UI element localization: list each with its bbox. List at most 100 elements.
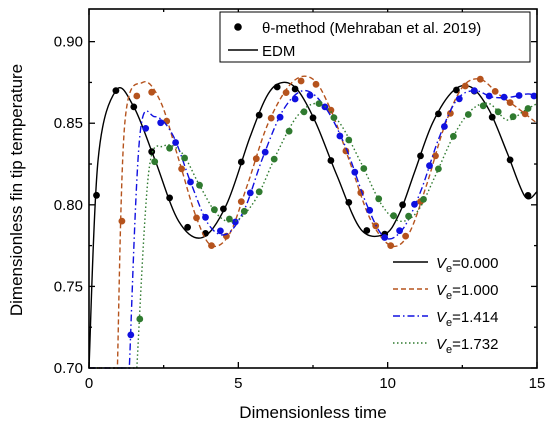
series-1-point <box>267 114 275 122</box>
series-1-point <box>252 155 260 163</box>
series-0-point <box>363 227 371 234</box>
series-3-point <box>509 113 517 121</box>
x-tick-label: 0 <box>85 375 93 392</box>
series-2-point <box>276 113 284 121</box>
series-2-point <box>515 92 523 99</box>
series-3-point <box>479 102 487 110</box>
legend-label-2: Ve=1.414 <box>436 309 498 329</box>
series-0-point <box>327 157 335 164</box>
series-2-point <box>306 91 314 99</box>
series-1-point <box>178 165 186 173</box>
y-tick-label: 0.90 <box>54 34 83 51</box>
series-2-point <box>351 168 359 176</box>
series-0-point <box>435 110 442 118</box>
series-3-point <box>226 215 233 223</box>
series-1-point <box>297 77 305 85</box>
series-2-point <box>530 92 538 100</box>
series-0-point <box>506 156 514 164</box>
series-1-point <box>387 242 395 250</box>
series-2-point <box>157 119 165 127</box>
y-tick-label: 0.70 <box>54 360 83 377</box>
series-3-point <box>240 207 248 215</box>
series-3-point <box>494 108 502 116</box>
series-3-point <box>405 212 412 220</box>
series-0-point <box>309 114 317 122</box>
series-1-point <box>491 88 499 95</box>
legend-label-3: Ve=1.732 <box>436 336 498 356</box>
series-line-2 <box>89 89 538 369</box>
series-3-point <box>196 181 203 189</box>
series-1-point <box>521 110 529 118</box>
series-3-point <box>211 206 218 214</box>
series-1-point <box>432 152 439 160</box>
x-axis-label: Dimensionless time <box>239 403 386 422</box>
series-2-point <box>470 87 478 94</box>
legend-label-0: Ve=0.000 <box>436 255 498 275</box>
series-2-point <box>187 178 194 186</box>
series-0-point <box>166 194 174 202</box>
series-2-point <box>217 227 224 235</box>
series-1-point <box>402 232 409 240</box>
series-0-point <box>399 201 406 209</box>
series-2-point <box>127 331 135 339</box>
series-3-point <box>450 132 457 140</box>
legend-marker-dot <box>234 23 242 31</box>
legend-top: θ-method (Mehraban et al. 2019) EDM <box>219 11 531 63</box>
legend-entry-edm: EDM <box>262 43 295 60</box>
series-1-point <box>118 217 126 225</box>
series-3-point <box>390 212 397 220</box>
series-0-point <box>184 223 192 231</box>
series-0-point <box>237 158 245 166</box>
series-0-point <box>112 87 120 94</box>
series-2-point <box>261 148 269 156</box>
series-2-point <box>396 227 403 235</box>
x-tick-label: 10 <box>379 375 396 392</box>
series-1-point <box>237 198 245 206</box>
series-3-point <box>285 127 293 135</box>
series-2-point <box>231 218 239 226</box>
series-3-point <box>464 111 472 118</box>
series-2-point <box>441 123 448 130</box>
series-1-point <box>148 88 156 96</box>
series-2-point <box>500 93 508 101</box>
series-3-point <box>315 100 323 107</box>
series-1-point <box>282 89 290 96</box>
series-1-point <box>461 82 469 90</box>
series-1-point <box>163 117 171 125</box>
series-0-point <box>488 113 496 121</box>
series-1-point <box>476 75 484 83</box>
series-2-point <box>142 124 150 132</box>
series-0-point <box>130 103 138 111</box>
series-2-point <box>291 95 299 103</box>
series-0-point <box>93 191 100 199</box>
series-1-point <box>133 92 141 100</box>
series-0-point <box>417 152 424 160</box>
x-tick-label: 15 <box>529 375 546 392</box>
y-axis-label: Dimensionless fin tip temperature <box>7 64 26 316</box>
series-2-point <box>366 206 374 214</box>
series-2-point <box>172 139 180 146</box>
series-0-point <box>345 199 353 206</box>
y-tick-label: 0.75 <box>54 278 83 295</box>
series-2-point <box>411 200 418 208</box>
series-0-point <box>273 83 281 91</box>
series-0-point <box>453 86 460 94</box>
series-3-point <box>181 154 189 162</box>
legend-entry-theta-method: θ-method (Mehraban et al. 2019) <box>262 20 481 37</box>
series-1-point <box>312 80 320 88</box>
series-1-point <box>193 214 200 222</box>
series-line-3 <box>89 102 538 369</box>
legend-label-1: Ve=1.000 <box>436 282 498 302</box>
series-line-0 <box>88 81 538 369</box>
y-tick-label: 0.80 <box>54 197 83 214</box>
legend-series: Ve=0.000 Ve=1.000 Ve=1.414 Ve=1.732 <box>393 255 498 356</box>
series-2-point <box>426 162 433 170</box>
series-2-point <box>381 234 389 241</box>
x-tick-label: 5 <box>234 375 242 392</box>
series-0-point <box>220 205 227 213</box>
y-tick-label: 0.85 <box>54 115 83 132</box>
series-3-point <box>375 195 383 203</box>
series-2-point <box>202 213 209 221</box>
series-3-point <box>345 136 353 144</box>
